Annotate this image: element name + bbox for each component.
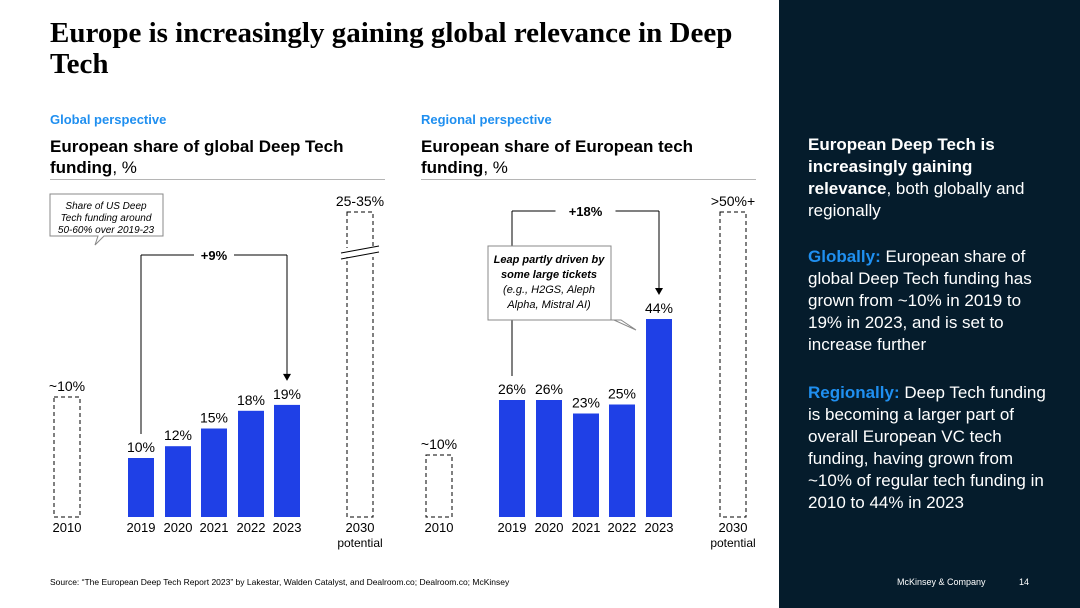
- bar-2020: [536, 400, 562, 517]
- sidebar-globally: Globally: European share of global Deep …: [808, 246, 1048, 356]
- growth-arrowhead: [283, 373, 291, 381]
- left-chart-title-main: European share of global Deep Tech fundi…: [50, 137, 344, 177]
- category-label: 2021: [200, 520, 229, 535]
- left-chart-title-unit: , %: [112, 158, 137, 177]
- global-share-chart: ~10% 2010 10% 2019 12% 2020 15% 2021 18% 2022 19% 2…: [49, 193, 384, 550]
- bar-2021: [201, 428, 227, 517]
- bar-2020: [165, 446, 191, 517]
- page-number: 14: [1019, 577, 1030, 587]
- value-label: 25%: [608, 386, 636, 402]
- page-title: Europe is increasingly gaining global re…: [50, 17, 733, 80]
- bar-2022: [609, 404, 635, 517]
- value-label: 26%: [498, 381, 526, 397]
- category-label: 2010: [425, 520, 454, 535]
- right-chart-title-main: European share of European tech funding: [421, 137, 694, 177]
- regionally-label: Regionally:: [808, 383, 900, 402]
- category-label: 2020: [164, 520, 193, 535]
- category-label: 2020: [535, 520, 564, 535]
- value-label: 12%: [164, 427, 192, 443]
- axis-break-gap: [341, 248, 379, 257]
- regionally-text: Deep Tech funding is becoming a larger p…: [808, 383, 1046, 512]
- callout-text: some large tickets: [501, 269, 597, 281]
- value-label: 15%: [200, 410, 228, 426]
- category-label: 2019: [498, 520, 527, 535]
- right-title-rule: [421, 179, 756, 180]
- callout-text: Tech funding around: [61, 213, 152, 224]
- category-label: 2023: [273, 520, 302, 535]
- globally-text: European share of global Deep Tech fundi…: [808, 247, 1032, 354]
- bar-2023: [274, 404, 300, 517]
- sidebar-heading-rest: , both globally and regionally: [808, 179, 1025, 220]
- regional-perspective-label: Regional perspective: [421, 112, 552, 127]
- sidebar-regionally: Regionally: Deep Tech funding is becomin…: [808, 382, 1048, 514]
- value-label: 23%: [572, 395, 600, 411]
- bar-2030-dashed: [719, 211, 747, 518]
- bar-2023: [646, 319, 672, 517]
- brand-name: McKinsey & Company: [897, 577, 986, 587]
- value-label: 19%: [273, 386, 301, 402]
- callout-text: Share of US Deep: [65, 201, 147, 212]
- takeaways-sidebar: European Deep Tech is increasingly gaini…: [779, 0, 1080, 608]
- value-label: 25-35%: [336, 193, 384, 209]
- category-label: 2030: [719, 520, 748, 535]
- sidebar-heading-bold: European Deep Tech is increasingly gaini…: [808, 135, 995, 198]
- value-label: >50%+: [711, 193, 755, 209]
- category-sublabel: potential: [710, 536, 755, 550]
- callout-text: (e.g., H2GS, Aleph: [503, 284, 595, 296]
- axis-break-mark: [340, 251, 380, 260]
- category-label: 2022: [608, 520, 637, 535]
- global-perspective-label: Global perspective: [50, 112, 167, 127]
- value-label: 10%: [127, 439, 155, 455]
- left-chart-title: European share of global Deep Tech fundi…: [50, 136, 380, 178]
- value-label: 26%: [535, 381, 563, 397]
- category-label: 2030: [346, 520, 375, 535]
- value-label: ~10%: [421, 436, 457, 452]
- bar-2019: [499, 400, 525, 517]
- left-title-rule: [50, 179, 385, 180]
- category-label: 2021: [572, 520, 601, 535]
- source-note: Source: “The European Deep Tech Report 2…: [50, 577, 510, 587]
- value-label: 18%: [237, 392, 265, 408]
- bar-2030-dashed: [346, 211, 374, 518]
- bar-2019: [128, 458, 154, 517]
- bar-2021: [573, 413, 599, 517]
- sidebar-heading: European Deep Tech is increasingly gaini…: [808, 134, 1048, 222]
- bar-2010-dashed: [425, 454, 453, 518]
- callout-text: Alpha, Mistral AI): [506, 299, 591, 311]
- growth-label: +18%: [569, 204, 603, 219]
- callout-text: Leap partly driven by: [494, 254, 606, 266]
- category-label: 2010: [53, 520, 82, 535]
- right-chart-title: European share of European tech funding,…: [421, 136, 751, 178]
- right-chart-title-unit: , %: [483, 158, 508, 177]
- callout-text: 50-60% over 2019-23: [58, 225, 155, 236]
- category-label: 2019: [127, 520, 156, 535]
- regional-share-chart: ~10% 2010 26% 2019 26% 2020 23% 2021 25% 2022 44% 2…: [421, 193, 756, 550]
- globally-label: Globally:: [808, 247, 881, 266]
- callout-box: [49, 193, 164, 246]
- category-sublabel: potential: [337, 536, 382, 550]
- category-label: 2023: [645, 520, 674, 535]
- axis-break-mark: [340, 245, 380, 254]
- category-label: 2022: [237, 520, 266, 535]
- callout-box: [487, 245, 637, 331]
- growth-arrowhead: [655, 288, 663, 295]
- value-label: 44%: [645, 300, 673, 316]
- bar-2010-dashed: [53, 396, 81, 518]
- bar-2022: [238, 410, 264, 517]
- value-label: ~10%: [49, 378, 85, 394]
- growth-label: +9%: [201, 248, 228, 263]
